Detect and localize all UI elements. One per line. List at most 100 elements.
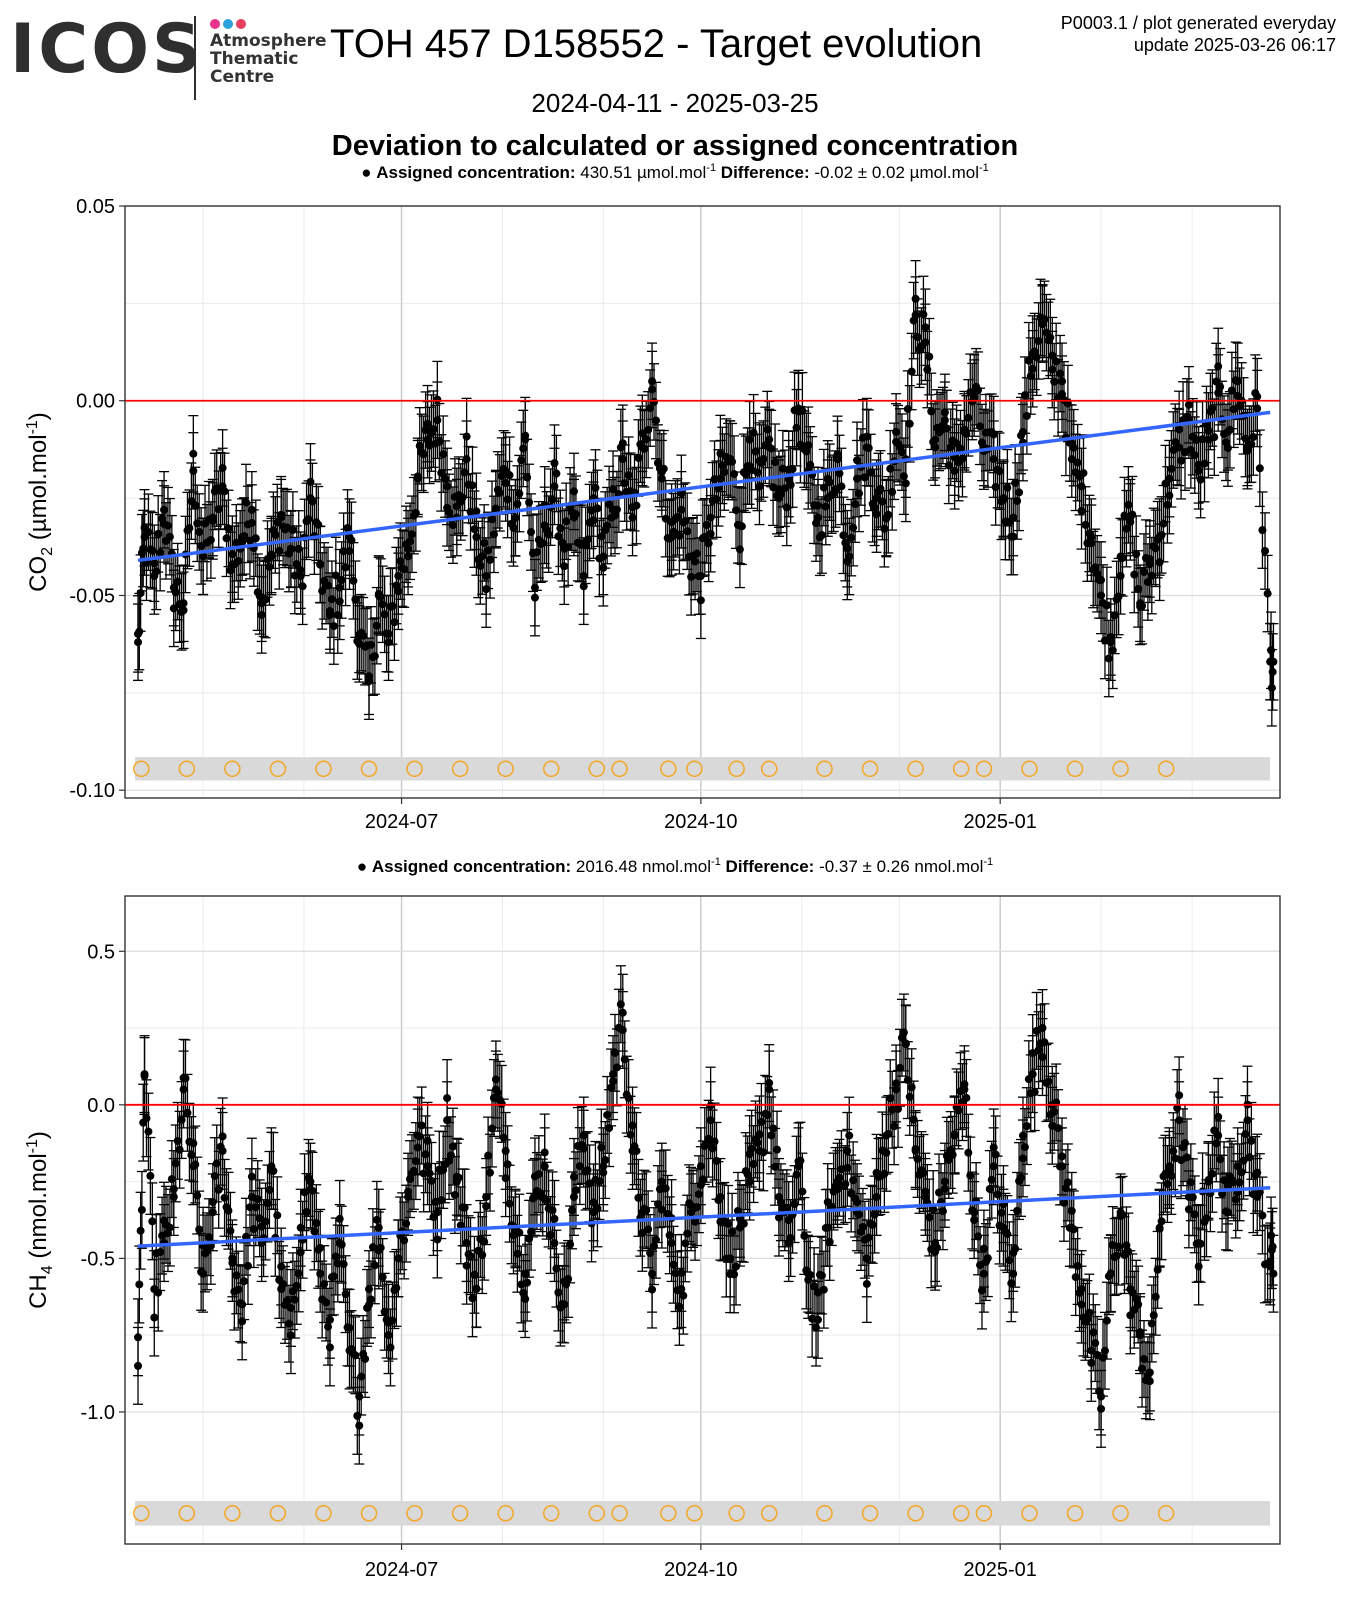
data-point-extra	[1050, 1107, 1059, 1116]
data-point-extra	[386, 1343, 395, 1352]
logo-dot	[236, 19, 246, 29]
data-point-extra	[890, 1122, 899, 1131]
reference-marker	[952, 1505, 970, 1522]
data-point-extra	[673, 512, 682, 521]
data-point-extra	[907, 367, 916, 376]
data-point-extra	[763, 1111, 772, 1120]
data-point-extra	[747, 1144, 756, 1153]
data-point	[433, 416, 442, 425]
data-point-extra	[753, 1138, 762, 1147]
data-point-extra	[263, 1199, 272, 1208]
data-point-extra	[337, 576, 346, 585]
data-point	[814, 513, 822, 522]
data-point-extra	[265, 1185, 274, 1194]
data-point	[940, 416, 949, 425]
reference-marker	[1157, 1505, 1175, 1522]
data-point-extra	[1022, 1122, 1031, 1131]
data-point	[1204, 435, 1213, 444]
data-point-extra	[294, 544, 303, 553]
data-point	[1223, 427, 1232, 436]
data-point-extra	[792, 423, 801, 432]
data-point	[134, 638, 143, 647]
data-point	[365, 677, 374, 686]
data-point-extra	[650, 397, 659, 406]
data-point-extra	[773, 1145, 782, 1154]
data-point-extra	[632, 501, 641, 510]
data-point-extra	[487, 515, 496, 524]
data-point-extra	[1091, 1339, 1100, 1348]
data-point-extra	[1100, 1346, 1109, 1355]
data-point-extra	[1261, 547, 1270, 556]
data-point-extra	[484, 546, 493, 555]
reference-marker	[315, 1505, 332, 1522]
data-point-extra	[757, 1117, 766, 1126]
data-point-extra	[542, 1196, 551, 1205]
data-point-extra	[788, 465, 797, 474]
data-point-extra	[331, 1252, 340, 1261]
data-point-extra	[925, 1213, 934, 1222]
reference-marker	[1021, 1505, 1038, 1522]
data-point-extra	[825, 478, 834, 487]
data-point-extra	[552, 469, 561, 478]
data-point-extra	[634, 453, 643, 462]
data-point-extra	[870, 503, 879, 512]
data-point-extra	[327, 595, 336, 604]
data-point	[247, 505, 256, 514]
data-point	[150, 572, 159, 580]
reference-marker	[224, 760, 241, 778]
reference-marker	[686, 760, 703, 778]
data-point-extra	[468, 481, 477, 490]
data-point-extra	[944, 461, 953, 470]
data-point-extra	[232, 1271, 241, 1280]
data-point	[1165, 474, 1174, 483]
legend-assigned-label: Assigned concentration:	[372, 857, 571, 876]
data-point-extra	[1134, 584, 1143, 593]
reference-marker	[952, 760, 970, 778]
reference-marker	[451, 760, 469, 778]
logo-dot	[210, 19, 220, 29]
data-point-extra	[195, 1225, 204, 1234]
data-point-extra	[708, 1144, 717, 1153]
data-point-extra	[429, 425, 438, 434]
reference-marker	[542, 760, 560, 778]
data-point-extra	[1122, 524, 1131, 533]
reference-marker	[861, 1505, 879, 1522]
data-point-extra	[837, 482, 846, 491]
data-point-extra	[341, 563, 350, 572]
data-point	[1214, 388, 1223, 397]
logo-divider	[194, 16, 196, 100]
data-points	[133, 965, 1279, 1465]
data-point-extra	[503, 1160, 512, 1169]
data-point-extra	[792, 1170, 801, 1179]
icos-logo: ICOS Atmosphere Thematic Centre	[10, 14, 327, 104]
data-point-extra	[314, 520, 323, 529]
data-point-extra	[1044, 1077, 1053, 1086]
data-point-extra	[651, 416, 660, 425]
data-point	[394, 572, 403, 580]
data-point-extra	[626, 1130, 635, 1139]
data-point-extra	[899, 1028, 908, 1037]
data-point	[208, 513, 217, 522]
data-point-extra	[341, 1290, 350, 1299]
data-point-extra	[997, 1208, 1006, 1217]
data-point-extra	[763, 425, 772, 434]
data-point-extra	[265, 562, 274, 571]
data-point-extra	[220, 1193, 229, 1202]
data-point	[843, 544, 852, 553]
data-point-extra	[1034, 336, 1043, 345]
data-point	[774, 494, 783, 503]
data-point-extra	[767, 1131, 776, 1140]
page-title: TOH 457 D158552 - Target evolution	[330, 22, 983, 66]
data-point-extra	[351, 595, 360, 604]
data-point	[482, 572, 491, 580]
data-point	[1048, 365, 1057, 374]
data-point-extra	[1050, 377, 1059, 386]
data-point-extra	[938, 1207, 947, 1216]
data-point-extra	[361, 1354, 370, 1363]
data-point-extra	[568, 1206, 577, 1215]
reference-marker	[406, 1505, 423, 1522]
data-point-extra	[366, 640, 375, 649]
legend-assigned-value: 2016.48 nmol.mol	[571, 857, 711, 876]
data-point	[199, 552, 208, 561]
data-point-extra	[907, 1083, 916, 1092]
